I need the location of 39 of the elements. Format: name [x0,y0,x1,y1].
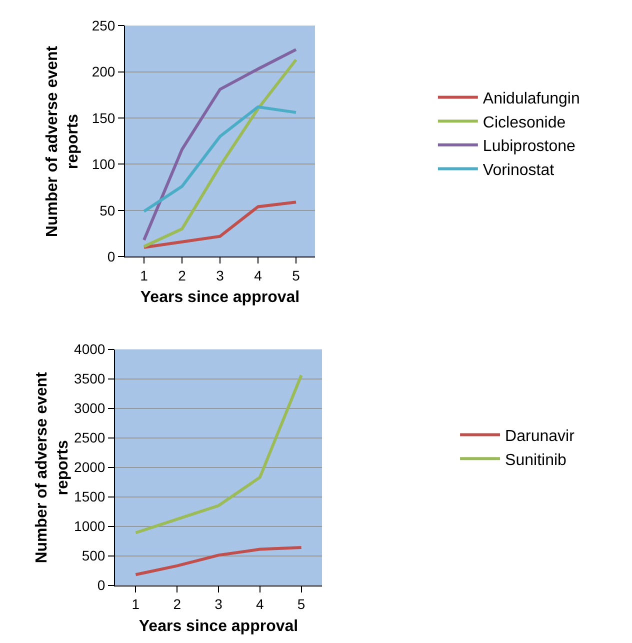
y-tick-label: 0 [107,248,116,265]
x-tick-label: 2 [173,596,182,612]
y-tick-label: 500 [82,548,106,564]
line-series [142,105,298,213]
x-tick-label: 4 [254,267,262,284]
x-tick-label: 1 [132,596,140,612]
x-tick-label: 3 [216,267,224,284]
legend-label: Vorinostat [482,162,555,179]
legend-label: Ciclesonide [482,114,566,132]
x-tick-label: 5 [297,596,306,612]
legend-label: Lubiprostone [482,138,576,156]
y-tick-label: 50 [100,202,116,218]
y-tick-label: 100 [92,156,116,172]
y-tick-label: 4000 [74,341,106,358]
x-axis-title: Years since approval [140,289,300,306]
x-tick-label: 4 [256,596,264,612]
y-tick-label: 0 [97,577,106,594]
y-axis-title: Number of adverse event reports [44,45,82,238]
y-tick-label: 2000 [74,459,106,476]
y-axis-title: Number of adverse event reports [34,371,72,564]
y-tick-label: 150 [92,110,116,126]
legend-label: Darunavir [505,428,576,446]
x-tick-label: 5 [292,267,300,284]
line-series [142,200,298,249]
y-tick-label: 3000 [74,400,106,416]
y-tick-label: 3500 [74,370,106,387]
legend-label: Anidulafungin [482,90,580,108]
x-axis-title: Years since approval [138,618,298,635]
legend-label: Sunitinib [505,452,567,469]
y-tick-label: 200 [92,64,116,80]
y-tick-label: 1500 [74,488,106,505]
line-series [134,374,303,534]
y-tick-label: 2500 [74,430,106,446]
y-tick-label: 1000 [74,518,106,534]
y-tick-label: 250 [92,17,116,34]
line-series [134,546,303,576]
x-tick-label: 2 [178,267,186,284]
x-tick-label: 1 [140,267,148,284]
x-tick-label: 3 [214,596,223,612]
